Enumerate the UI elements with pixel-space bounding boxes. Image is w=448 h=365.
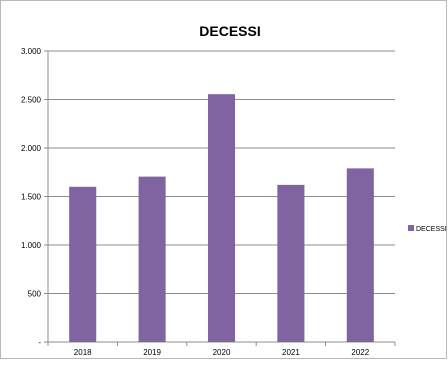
legend: DECESSI (408, 225, 447, 233)
x-tick-label: 2022 (351, 348, 369, 357)
chart-title: DECESSI (199, 23, 260, 39)
x-tick-label: 2021 (282, 348, 300, 357)
bar-2019 (138, 176, 166, 342)
y-tick-label: 1.000 (21, 241, 42, 250)
legend-swatch (408, 225, 414, 231)
bar-2022 (346, 168, 374, 342)
y-tick-label: 500 (28, 290, 42, 299)
y-tick-label: 3.000 (21, 47, 42, 56)
x-axis-ticks: 2018 2019 2020 2021 2022 (74, 348, 370, 357)
y-tick-label: - (38, 338, 41, 347)
bar-2018 (69, 186, 97, 342)
x-tick-label: 2020 (213, 348, 231, 357)
y-tick-label: 2.000 (21, 144, 42, 153)
x-tick-label: 2019 (143, 348, 161, 357)
bar-2021 (277, 184, 305, 342)
y-tick-label: 2.500 (21, 96, 42, 105)
bars (69, 94, 374, 342)
x-tick-label: 2018 (74, 348, 92, 357)
legend-label: DECESSI (416, 226, 447, 233)
bar-2020 (207, 94, 236, 342)
y-tick-label: 1.500 (21, 193, 42, 202)
y-axis-ticks: - 500 1.000 1.500 2.000 2.500 3.000 (21, 47, 42, 347)
